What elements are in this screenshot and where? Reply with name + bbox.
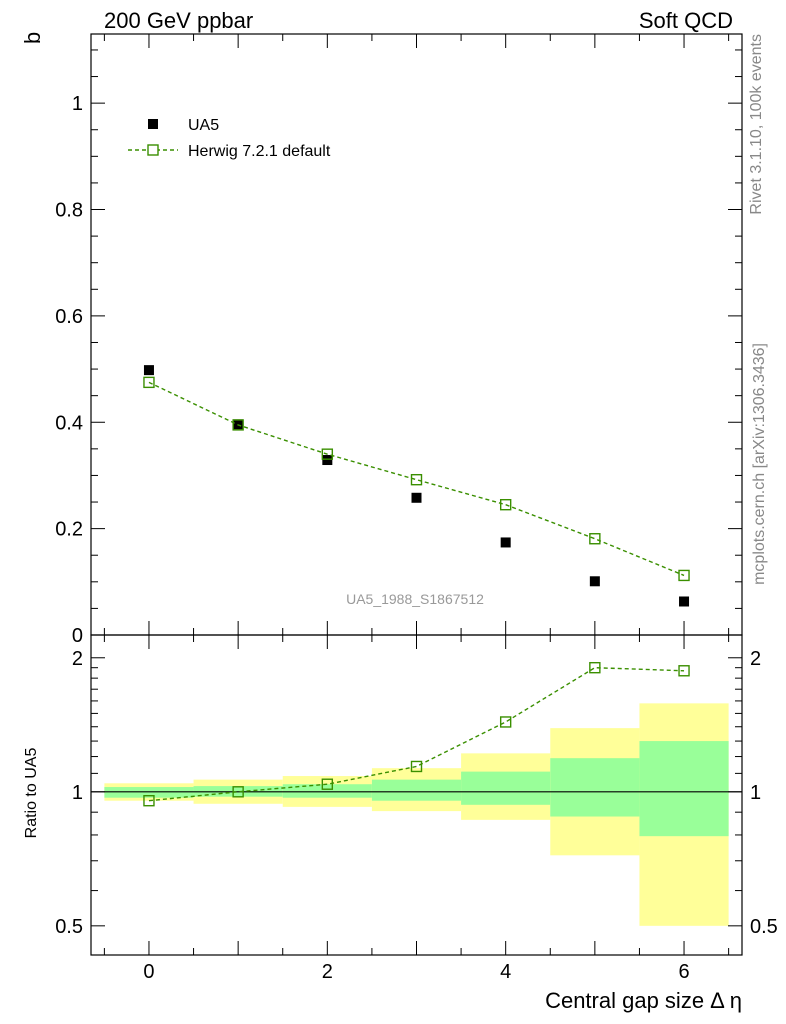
ratio-y-tick-label-left: 2 [72,648,83,670]
ratio-herwig-point [410,760,423,773]
legend-ua5-marker [148,119,158,129]
main-y-tick-label: 1 [72,93,83,115]
main-axis-ticks: 0 0.2 0.4 0.6 0.8 1 [55,34,742,647]
ua5-data-point [143,365,154,376]
ratio-y-tick-label-right: 0.5 [750,916,778,938]
header-left-label: 200 GeV ppbar [104,8,253,33]
ratio-y-tick-label-right: 1 [750,782,761,804]
herwig-data-point [321,448,334,460]
ua5-data-point [411,492,422,503]
ratio-herwig-point [143,795,155,807]
ratio-herwig-point [499,716,512,728]
main-plot-marks [143,365,690,607]
herwig-line [148,381,685,577]
ratio-axis-ticks: 0.5 0.5 1 1 2 2 0 2 4 6 [55,635,778,983]
legend: UA5 Herwig 7.2.1 default [128,117,331,160]
main-y-tick-label: 0.6 [55,306,83,328]
herwig-data-point [232,419,244,431]
x-tick-label: 6 [678,961,689,983]
ratio-inner-band [461,771,551,805]
legend-herwig-label: Herwig 7.2.1 default [188,143,331,160]
x-tick-label: 4 [500,961,511,983]
main-y-tick-label: 0.2 [55,519,83,541]
ratio-inner-band [550,758,640,817]
ratio-herwig-point [678,665,690,677]
herwig-data-point [499,498,512,511]
x-tick-label: 2 [322,961,333,983]
header-right-label: Soft QCD [639,8,733,33]
legend-ua5-label: UA5 [188,117,219,134]
main-panel: 0 0.2 0.4 0.6 0.8 1 b UA5_1988_S1867512 UA5 H… [20,32,743,647]
legend-herwig-marker [147,144,159,156]
ratio-inner-band [282,784,372,798]
ua5-data-point [589,576,600,587]
ratio-y-axis-label: Ratio to UA5 [23,748,40,839]
rivet-version-label: Rivet 3.1.10, 100k events [748,34,765,215]
ratio-inner-band [371,779,462,801]
ratio-herwig-point [589,661,601,674]
herwig-data-point [678,569,690,582]
ua5-data-point [322,455,333,466]
ratio-plot-marks [91,661,742,807]
ratio-y-tick-label-left: 1 [72,782,83,804]
ua5-data-point [500,537,511,548]
main-y-tick-label: 0 [72,625,83,647]
ratio-uncertainty-bands [104,703,729,926]
main-y-axis-label: b [20,32,45,44]
ratio-inner-band [639,741,729,837]
ratio-panel: 0.5 0.5 1 1 2 2 0 2 4 6 Ratio to UA5 Central gap … [23,634,778,1013]
herwig-data-point [410,473,423,486]
ratio-herwig-point [232,786,244,798]
main-y-tick-label: 0.8 [55,200,83,222]
main-y-tick-label: 0.4 [55,412,83,434]
ratio-herwig-point [321,778,334,790]
analysis-id-label: UA5_1988_S1867512 [346,591,484,607]
herwig-data-point [589,533,601,545]
mcplots-label: mcplots.cern.ch [arXiv:1306.3436] [751,343,768,585]
ratio-y-tick-label-right: 2 [750,648,761,670]
herwig-data-point [143,376,155,389]
x-tick-label: 0 [143,961,154,983]
ua5-data-point [679,596,690,607]
x-axis-label: Central gap size Δ η [545,988,742,1013]
ratio-y-tick-label-left: 0.5 [55,916,83,938]
